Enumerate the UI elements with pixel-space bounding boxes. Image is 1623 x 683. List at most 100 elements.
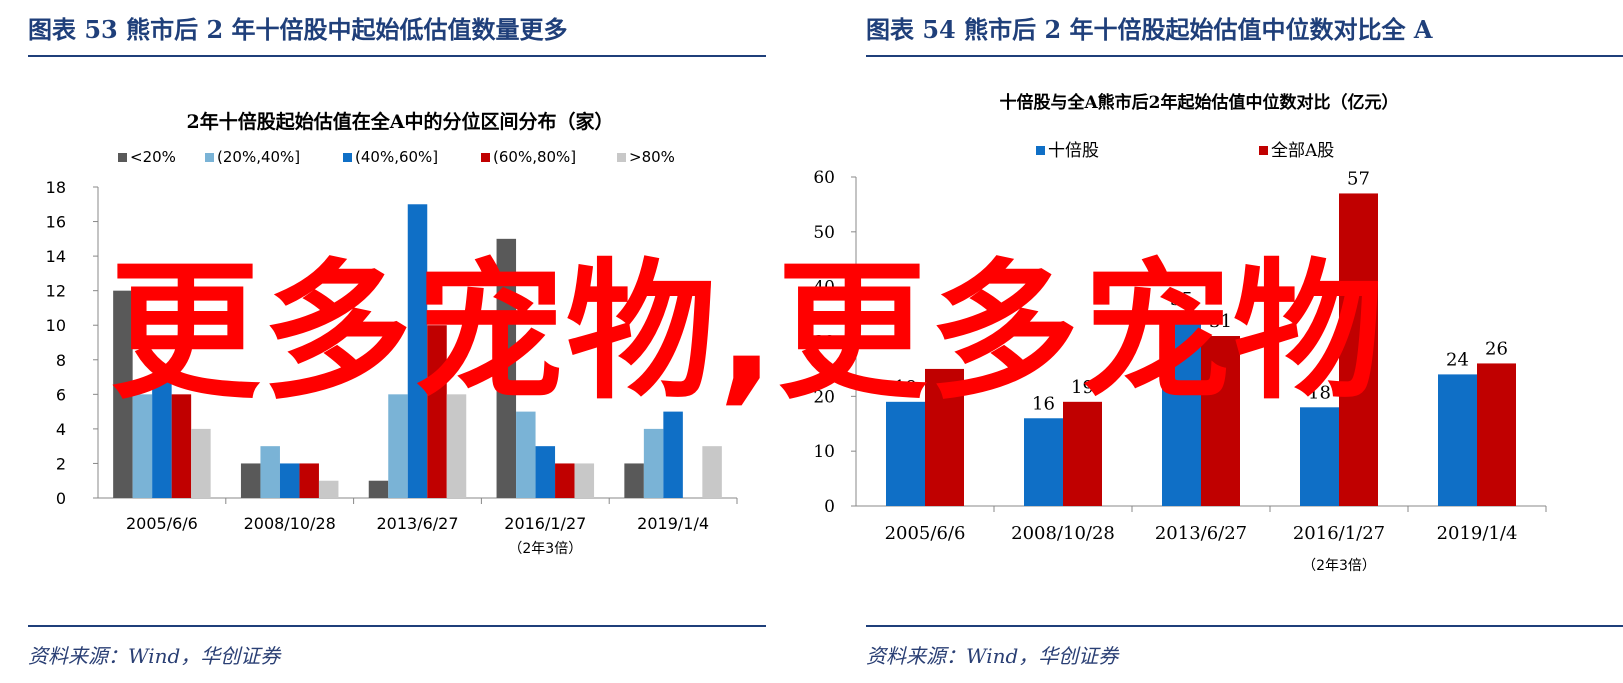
x-tick-label: 2008/10/28 — [244, 514, 336, 533]
legend-label-0: <20% — [130, 148, 176, 166]
data-label-0-0: 19 — [894, 377, 917, 398]
figure-54-title: 图表 54 熊市后 2 年十倍股起始估值中位数对比全 A — [866, 15, 1433, 44]
bar-4-4 — [702, 446, 722, 498]
x-tick-label: 2016/1/27 — [1293, 523, 1385, 544]
bar-1-1 — [260, 446, 280, 498]
legend-swatch-4 — [617, 153, 626, 162]
bar-0-1 — [132, 394, 153, 498]
bar-4-2 — [663, 411, 683, 498]
figure-54-bottom-rule — [866, 625, 1623, 627]
bar-1-4 — [318, 480, 339, 498]
bar-1-3 — [299, 463, 319, 498]
y-tick-label: 60 — [813, 168, 835, 188]
chart-right-title: 十倍股与全A熊市后2年起始估值中位数对比（亿元） — [999, 92, 1398, 113]
legend-label-0: 十倍股 — [1048, 141, 1099, 161]
y-tick-label: 20 — [813, 387, 835, 407]
bar-0-1 — [925, 368, 964, 506]
y-tick-label: 8 — [56, 351, 66, 370]
y-tick-label: 16 — [46, 213, 66, 232]
x-tick-label: 2019/1/4 — [1437, 523, 1518, 544]
chart-median-valuation-comparison: 十倍股与全A熊市后2年起始估值中位数对比（亿元） 十倍股 全部A股 0 10 20 30 40… — [813, 92, 1547, 574]
bar-3-0 — [1300, 407, 1339, 506]
data-label-1-0: 16 — [1032, 393, 1055, 414]
figure-53-panel: 图表 53 熊市后 2 年十倍股中起始低估值数量更多 2年十倍股起始估值在全A中… — [0, 0, 800, 683]
x-tick-label: 2008/10/28 — [1011, 523, 1115, 544]
bar-4-1 — [1477, 363, 1516, 506]
data-label-3-0: 18 — [1308, 382, 1331, 403]
x-tick-label: 2016/1/27 — [504, 514, 586, 533]
legend-label-2: (40%,60%] — [355, 148, 438, 166]
figure-53-title: 图表 53 熊市后 2 年十倍股中起始低估值数量更多 — [28, 15, 568, 44]
figure-54-top-rule — [866, 55, 1623, 57]
y-tick-label: 50 — [813, 223, 835, 243]
bar-2-1 — [388, 394, 408, 498]
bar-2-1 — [1201, 336, 1240, 506]
bar-4-0 — [1438, 374, 1477, 506]
bar-1-1 — [1063, 401, 1102, 506]
bar-0-2 — [152, 377, 172, 498]
watermark-text: 更多宠物,更多宠物 — [110, 246, 1385, 420]
bar-2-0 — [368, 480, 389, 498]
legend-swatch-3 — [481, 153, 490, 162]
legend-swatch-1 — [205, 153, 214, 162]
bar-3-4 — [574, 463, 595, 498]
y-tick-label: 10 — [46, 316, 66, 335]
x-tick-label: 2005/6/6 — [126, 514, 198, 533]
data-label-2-1: 31 — [1209, 311, 1232, 332]
chart-left-title: 2年十倍股起始估值在全A中的分位区间分布（家） — [187, 110, 614, 133]
y-tick-label: 14 — [46, 247, 66, 266]
figure-54-panel: 图表 54 熊市后 2 年十倍股起始估值中位数对比全 A 十倍股与全A熊市后2年… — [813, 0, 1623, 683]
bar-1-0 — [1024, 418, 1063, 506]
y-tick-label: 10 — [813, 442, 835, 462]
figure-54-source: 资料来源：Wind，华创证券 — [866, 644, 1119, 668]
bar-1-2 — [279, 463, 300, 498]
x-tick-label: 2013/6/27 — [376, 514, 458, 533]
y-tick-label: 0 — [824, 497, 835, 517]
legend-label-1: (20%,40%] — [217, 148, 300, 166]
data-label-4-1: 26 — [1485, 338, 1508, 359]
bar-3-2 — [535, 446, 556, 498]
data-label-2-0: 35 — [1170, 289, 1193, 310]
bar-4-0 — [624, 463, 644, 498]
chart-valuation-quantile-distribution: 2年十倍股起始估值在全A中的分位区间分布（家） <20% (20%,40%] (40%… — [46, 110, 738, 557]
x-tick-label: 2019/1/4 — [637, 514, 709, 533]
y-tick-label: 12 — [46, 282, 66, 301]
y-tick-label: 4 — [56, 420, 66, 439]
y-tick-label: 2 — [56, 454, 66, 473]
bar-3-1 — [1339, 193, 1378, 506]
figure-53-source: 资料来源：Wind，华创证券 — [28, 644, 281, 668]
bar-0-4 — [191, 428, 211, 498]
x-tick-label: 2005/6/6 — [885, 523, 966, 544]
bar-3-0 — [496, 238, 517, 499]
bar-3-3 — [555, 463, 575, 498]
bar-2-3 — [427, 325, 447, 498]
legend-label-3: (60%,80%] — [493, 148, 576, 166]
figure-53-top-rule — [28, 55, 766, 57]
y-tick-label: 18 — [46, 178, 66, 197]
x-tick-label: 2013/6/27 — [1155, 523, 1247, 544]
legend-swatch-0 — [1036, 146, 1045, 155]
bar-2-4 — [446, 394, 467, 498]
y-tick-label: 30 — [813, 333, 835, 353]
legend-swatch-2 — [343, 153, 352, 162]
legend-label-4: >80% — [629, 148, 675, 166]
bar-3-1 — [516, 411, 536, 498]
y-tick-label: 0 — [56, 489, 66, 508]
bar-0-0 — [886, 401, 925, 506]
bar-0-3 — [171, 394, 192, 498]
y-tick-label: 6 — [56, 385, 66, 404]
y-tick-label: 40 — [813, 278, 835, 298]
legend-swatch-1 — [1259, 146, 1268, 155]
x-tick-sublabel: （2年3倍） — [508, 541, 582, 557]
bar-1-0 — [240, 463, 261, 498]
bar-4-1 — [643, 428, 664, 498]
bar-0-0 — [113, 290, 133, 498]
figure-53-bottom-rule — [28, 625, 766, 627]
legend-swatch-0 — [118, 153, 127, 162]
legend-label-1: 全部A股 — [1271, 141, 1334, 161]
data-label-1-1: 19 — [1071, 377, 1094, 398]
bar-2-0 — [1162, 314, 1201, 506]
x-tick-sublabel: （2年3倍） — [1302, 558, 1376, 574]
data-label-4-0: 24 — [1446, 349, 1469, 370]
bar-2-2 — [407, 204, 428, 498]
